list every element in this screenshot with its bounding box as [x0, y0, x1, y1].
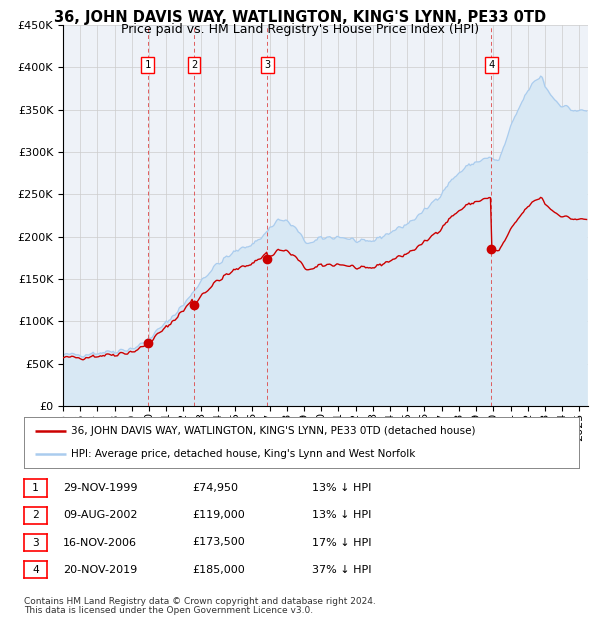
Text: 09-AUG-2002: 09-AUG-2002 — [63, 510, 137, 520]
Text: £119,000: £119,000 — [192, 510, 245, 520]
Text: 4: 4 — [32, 565, 39, 575]
Text: 36, JOHN DAVIS WAY, WATLINGTON, KING'S LYNN, PE33 0TD (detached house): 36, JOHN DAVIS WAY, WATLINGTON, KING'S L… — [71, 426, 476, 436]
Text: 37% ↓ HPI: 37% ↓ HPI — [312, 565, 371, 575]
Text: HPI: Average price, detached house, King's Lynn and West Norfolk: HPI: Average price, detached house, King… — [71, 450, 416, 459]
Text: This data is licensed under the Open Government Licence v3.0.: This data is licensed under the Open Gov… — [24, 606, 313, 615]
Text: 29-NOV-1999: 29-NOV-1999 — [63, 483, 137, 493]
Text: Price paid vs. HM Land Registry's House Price Index (HPI): Price paid vs. HM Land Registry's House … — [121, 23, 479, 36]
Text: 2: 2 — [32, 510, 39, 520]
Text: 1: 1 — [145, 60, 151, 70]
Text: £74,950: £74,950 — [192, 483, 238, 493]
Text: 36, JOHN DAVIS WAY, WATLINGTON, KING'S LYNN, PE33 0TD: 36, JOHN DAVIS WAY, WATLINGTON, KING'S L… — [54, 10, 546, 25]
Text: 3: 3 — [265, 60, 271, 70]
Text: £173,500: £173,500 — [192, 538, 245, 547]
Text: 16-NOV-2006: 16-NOV-2006 — [63, 538, 137, 547]
Text: 4: 4 — [488, 60, 494, 70]
Text: £185,000: £185,000 — [192, 565, 245, 575]
Text: 20-NOV-2019: 20-NOV-2019 — [63, 565, 137, 575]
Text: Contains HM Land Registry data © Crown copyright and database right 2024.: Contains HM Land Registry data © Crown c… — [24, 597, 376, 606]
Text: 3: 3 — [32, 538, 39, 547]
Text: 13% ↓ HPI: 13% ↓ HPI — [312, 483, 371, 493]
Text: 13% ↓ HPI: 13% ↓ HPI — [312, 510, 371, 520]
Text: 17% ↓ HPI: 17% ↓ HPI — [312, 538, 371, 547]
Text: 1: 1 — [32, 483, 39, 493]
Text: 2: 2 — [191, 60, 197, 70]
